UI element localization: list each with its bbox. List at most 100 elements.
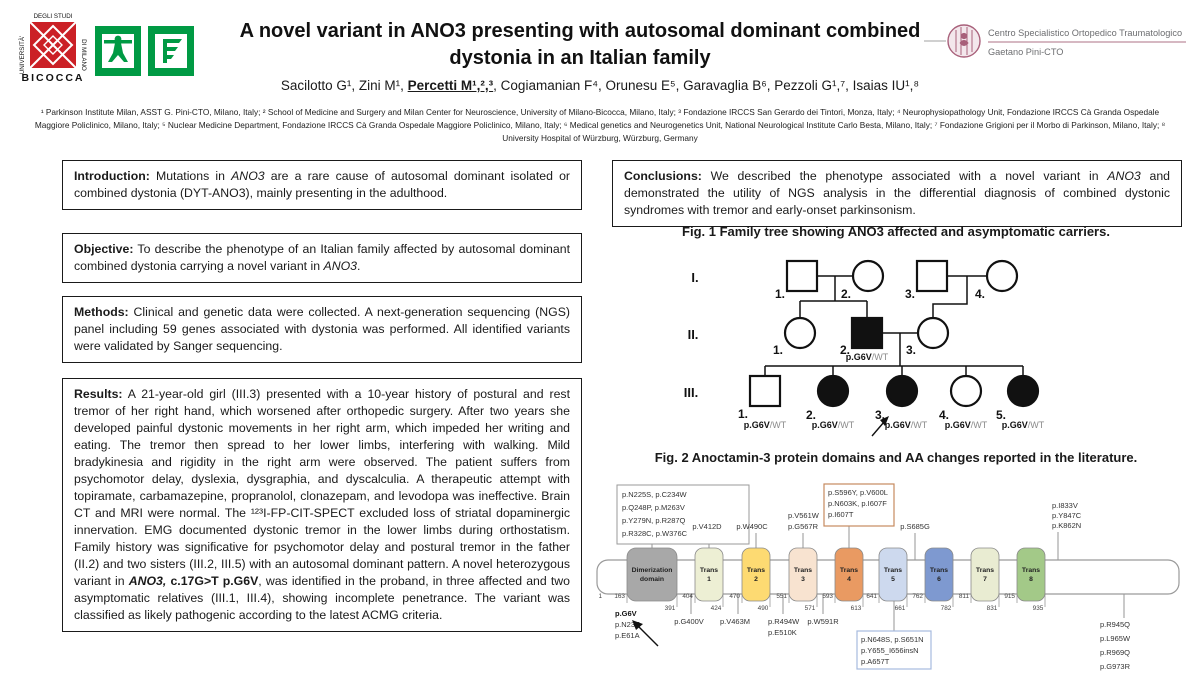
pedigree-III5-genotype: p.G6V/WT xyxy=(1002,420,1045,430)
pini-line1: Centro Specialistico Ortopedico Traumato… xyxy=(988,28,1182,38)
variant-box-nterm xyxy=(616,484,750,545)
domain-trans6-label: Trans 6 xyxy=(930,567,948,583)
domain-trans3-label: Trans 3 xyxy=(794,567,812,583)
aa-position: 593 xyxy=(822,593,833,600)
aa-position: 424 xyxy=(711,605,722,612)
domain-trans2 xyxy=(741,547,771,602)
variant-label: p.L965W xyxy=(1100,634,1131,643)
aa-position: 811 xyxy=(959,593,970,600)
pedigree-III1-number: 1. xyxy=(738,407,748,421)
variant-label-pg6v: p.G6V xyxy=(615,609,637,618)
variant-label: p.G400V xyxy=(674,617,704,626)
variant-label: p.W490C xyxy=(736,522,768,531)
domain-dimerization xyxy=(626,547,678,602)
domain-trans3 xyxy=(788,547,818,602)
domain-trans5-label: Trans 5 xyxy=(884,567,902,583)
variant-label: p.V561W xyxy=(788,511,820,520)
bicocca-top-text: DEGLI STUDI xyxy=(34,13,73,20)
variant-label: p.K862N xyxy=(1052,521,1081,530)
variant-label: p.W591R xyxy=(807,617,839,626)
pedigree-III5-affected-female xyxy=(1006,374,1040,408)
pedigree-I2-number: 2. xyxy=(841,287,851,301)
f-glyph-icon xyxy=(163,39,182,63)
pini-line2: Gaetano Pini-CTO xyxy=(988,47,1063,57)
pedigree-III2-genotype: p.G6V/WT xyxy=(812,420,855,430)
domain-trans8 xyxy=(1016,547,1046,602)
variant-box-trans5 xyxy=(856,630,932,670)
pedigree-I3-number: 3. xyxy=(905,287,915,301)
domain-trans7 xyxy=(970,547,1000,602)
variant-label: p.G567R xyxy=(788,522,819,531)
bicocca-pattern xyxy=(29,21,77,69)
domain-trans7-label: Trans 7 xyxy=(976,567,994,583)
variant-label: p.I607T xyxy=(828,510,854,519)
protein-domains xyxy=(626,547,1046,602)
variant-label: p.V412D xyxy=(692,522,722,531)
aa-position: 641 xyxy=(866,593,877,600)
domain-trans2-label: Trans 2 xyxy=(747,567,765,583)
variant-label: p.R328C, p.W376C xyxy=(622,529,688,538)
bicocca-name-text: BICOCCA xyxy=(22,72,85,84)
variant-label: p.Y655_I656insN xyxy=(861,646,919,655)
variant-label: p.Y279N, p.R287Q xyxy=(622,516,686,525)
methods-box: Methods: Clinical and genetic data were … xyxy=(62,296,582,363)
aa-position-1: 1 xyxy=(598,593,602,600)
variant-label: p.R969Q xyxy=(1100,648,1130,657)
proband-arrow-icon xyxy=(871,416,889,437)
aa-position: 661 xyxy=(895,605,906,612)
pedigree-II2-genotype: p.G6V/WT xyxy=(846,352,889,362)
domain-trans6 xyxy=(924,547,954,602)
domain-trans4 xyxy=(834,547,864,602)
domain-trans4-label: Trans 4 xyxy=(840,567,858,583)
pedigree-III3-proband-female xyxy=(885,374,919,408)
aa-position: 762 xyxy=(912,593,923,600)
aa-position: 551 xyxy=(776,593,787,600)
pedigree-III5-number: 5. xyxy=(996,408,1006,422)
domain-dimerization-label: Dimerization domain xyxy=(632,567,673,583)
pedigree-III2-number: 2. xyxy=(806,408,816,422)
generation-II-label: II. xyxy=(688,327,699,342)
figure2-caption: Fig. 2 Anoctamin-3 protein domains and A… xyxy=(654,450,1138,465)
pedigree-III1-genotype: p.G6V/WT xyxy=(744,420,787,430)
pedigree-III1-carrier-male xyxy=(748,374,782,408)
variant-label: p.E510K xyxy=(768,628,797,637)
pedigree-II2-affected-male xyxy=(850,316,884,350)
variant-box-trans4 xyxy=(823,483,895,527)
variant-label: p.S596Y, p.V600L xyxy=(828,488,888,497)
variant-label: p.N603K, p.I607F xyxy=(828,499,887,508)
monument-figure-icon xyxy=(104,35,132,62)
generation-I-label: I. xyxy=(691,270,698,285)
pedigree-I1-unaffected-male xyxy=(785,259,819,293)
pedigree-I3-unaffected-male xyxy=(915,259,949,293)
results-box: Results: A 21-year-old girl (III.3) pres… xyxy=(62,378,582,632)
bicocca-left-text: UNIVERSITÀ' xyxy=(19,36,26,74)
authors-line: Sacilotto G¹, Zini M¹, Percetti M¹,²,³, … xyxy=(280,78,920,93)
university-bicocca-logo: DEGLI STUDI UNIVERSITÀ' DI MILANO BICOCC… xyxy=(19,13,87,84)
variant-label: p.R945Q xyxy=(1100,620,1130,629)
domain-trans1-label: Trans 1 xyxy=(700,567,718,583)
objective-box: Objective: To describe the phenotype of … xyxy=(62,233,582,283)
aa-position: 404 xyxy=(682,593,693,600)
bicocca-right-text: DI MILANO xyxy=(80,39,87,71)
variant-label: p.S685G xyxy=(900,522,930,531)
pedigree-III4-carrier-female xyxy=(949,374,983,408)
pedigree-III2-affected-female xyxy=(816,374,850,408)
variant-label: p.N225S, p.C234W xyxy=(622,490,688,499)
aa-position: 782 xyxy=(941,605,952,612)
domain-trans5 xyxy=(878,547,908,602)
domain-trans8-label: Trans 8 xyxy=(1022,567,1040,583)
pedigree-II3-number: 3. xyxy=(906,343,916,357)
introduction-box: Introduction: Mutations in ANO3 are a ra… xyxy=(62,160,582,210)
pedigree-II2-number: 2. xyxy=(840,343,850,357)
asst-pini-monument-logo xyxy=(95,26,141,76)
fondazione-pini-logo xyxy=(148,26,194,76)
variant-label: p.G973R xyxy=(1100,662,1131,671)
aa-position: 470 xyxy=(729,593,740,600)
pedigree-I1-number: 1. xyxy=(775,287,785,301)
poster-title-line2: dystonia in an Italian family xyxy=(449,47,711,69)
aa-position: 163 xyxy=(614,593,625,600)
aa-position: 831 xyxy=(987,605,998,612)
pini-cto-logo: Centro Specialistico Ortopedico Traumato… xyxy=(924,24,1186,58)
aa-position: 490 xyxy=(758,605,769,612)
variant-label: p.N23T xyxy=(615,620,640,629)
